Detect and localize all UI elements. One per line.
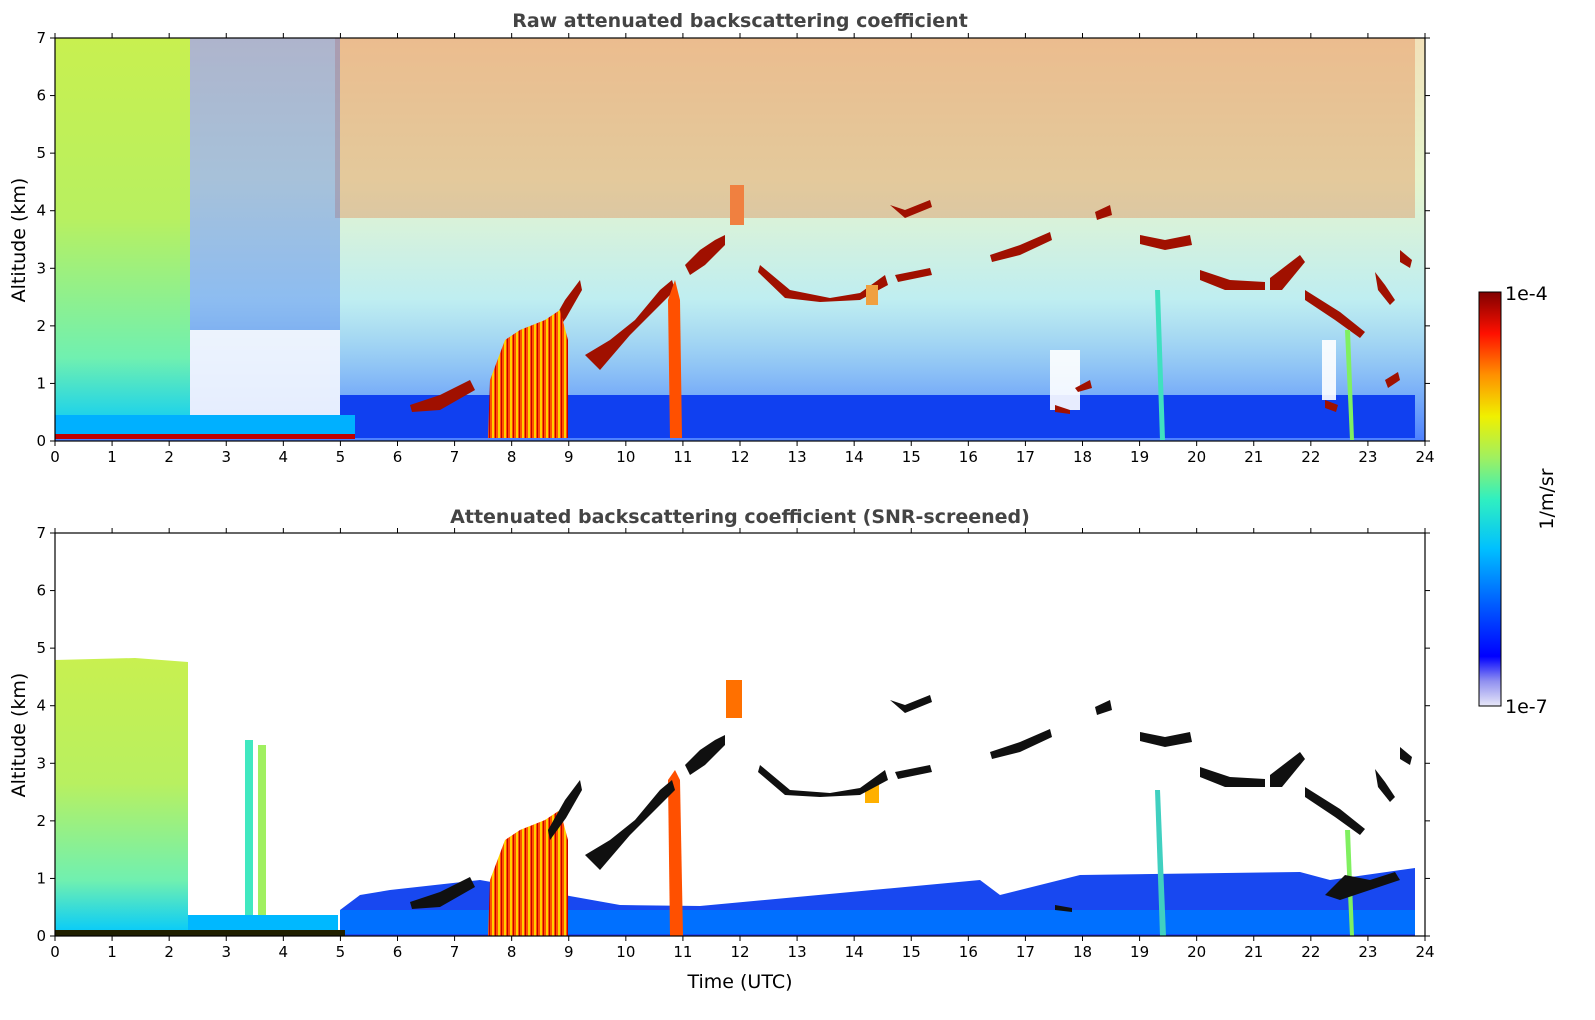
- top-x-tick-label: 20: [1187, 448, 1206, 466]
- top-x-tick-label: 4: [279, 448, 289, 466]
- top-x-tick-label: 2: [164, 448, 174, 466]
- bottom-x-axis-label: Time (UTC): [686, 971, 792, 993]
- top-cloud-layers: [410, 200, 1412, 414]
- top-y-tick-label: 0: [36, 432, 46, 450]
- bottom-x-tick-label: 0: [50, 943, 60, 961]
- bottom-x-tick-label: 22: [1301, 943, 1320, 961]
- bottom-x-tick-label: 9: [564, 943, 574, 961]
- top-x-tick-label: 0: [50, 448, 60, 466]
- bottom-x-tick-label: 21: [1244, 943, 1263, 961]
- top-x-tick-label: 11: [673, 448, 692, 466]
- colorbar-min-label: 1e-7: [1505, 696, 1548, 718]
- bottom-y-tick-label: 1: [36, 869, 46, 887]
- bottom-x-tick-label: 15: [902, 943, 921, 961]
- top-x-tick-label: 6: [393, 448, 403, 466]
- top-y-tick-label: 7: [36, 29, 46, 47]
- bottom-x-tick-label: 24: [1415, 943, 1434, 961]
- top-x-ticks: 0 1 2 3 4 5 6 7 8 9 10 11 12 13 14 15 16 17 18 19 20 21 22 23 24: [50, 33, 1435, 466]
- colorbar-max-label: 1e-4: [1505, 283, 1548, 305]
- top-x-tick-label: 16: [959, 448, 978, 466]
- top-x-tick-label: 7: [450, 448, 460, 466]
- top-x-tick-label: 17: [1016, 448, 1035, 466]
- bottom-x-tick-label: 7: [450, 943, 460, 961]
- top-x-tick-label: 8: [507, 448, 517, 466]
- bottom-y-tick-label: 6: [36, 582, 46, 600]
- top-y-tick-label: 3: [36, 259, 46, 277]
- bottom-heatmap: [55, 533, 1425, 936]
- top-x-tick-label: 5: [336, 448, 346, 466]
- bottom-x-tick-label: 20: [1187, 943, 1206, 961]
- top-x-tick-label: 18: [1073, 448, 1092, 466]
- bottom-x-ticks: 0 1 2 3 4 5 6 7 8 9 10 11 12 13 14 15 16 17 18 19 20 21 22 23 24: [50, 528, 1435, 961]
- bottom-x-tick-label: 10: [616, 943, 635, 961]
- colorbar-frame: [1478, 291, 1502, 707]
- top-x-tick-label: 21: [1244, 448, 1263, 466]
- bottom-x-tick-label: 5: [336, 943, 346, 961]
- bottom-x-tick-label: 8: [507, 943, 517, 961]
- bottom-x-tick-label: 3: [221, 943, 231, 961]
- top-x-tick-label: 24: [1415, 448, 1434, 466]
- bottom-y-tick-label: 4: [36, 697, 46, 715]
- top-x-tick-label: 22: [1301, 448, 1320, 466]
- bottom-x-tick-label: 2: [164, 943, 174, 961]
- top-x-tick-label: 10: [616, 448, 635, 466]
- bottom-panel: Attenuated backscattering coefficient (S…: [8, 506, 1435, 993]
- bottom-x-tick-label: 4: [279, 943, 289, 961]
- bottom-x-tick-label: 1: [107, 943, 117, 961]
- bottom-y-axis-label: Altitude (km): [8, 673, 30, 798]
- top-y-tick-label: 4: [36, 202, 46, 220]
- bottom-x-tick-label: 13: [788, 943, 807, 961]
- top-x-tick-label: 13: [788, 448, 807, 466]
- top-y-tick-label: 6: [36, 87, 46, 105]
- colorbar-gradient: [1479, 292, 1501, 706]
- colorbar: 1e-4 1e-7 1/m/sr: [1478, 283, 1558, 718]
- bottom-x-tick-label: 18: [1073, 943, 1092, 961]
- top-precipitation: [488, 185, 1354, 440]
- bottom-y-tick-label: 0: [36, 927, 46, 945]
- top-x-tick-label: 19: [1130, 448, 1149, 466]
- bottom-x-tick-label: 6: [393, 943, 403, 961]
- bottom-x-tick-label: 17: [1016, 943, 1035, 961]
- bottom-y-ticks: 0 1 2 3 4 5 6 7: [36, 524, 1430, 945]
- bottom-y-tick-label: 2: [36, 812, 46, 830]
- bottom-x-tick-label: 12: [730, 943, 749, 961]
- top-x-tick-label: 3: [221, 448, 231, 466]
- top-panel: Raw attenuated backscattering coefficien…: [8, 10, 1435, 466]
- top-x-tick-label: 14: [845, 448, 864, 466]
- bottom-y-tick-label: 3: [36, 754, 46, 772]
- bottom-cloud-layers: [410, 695, 1412, 912]
- bottom-x-tick-label: 23: [1358, 943, 1377, 961]
- bottom-x-tick-label: 14: [845, 943, 864, 961]
- bottom-x-tick-label: 19: [1130, 943, 1149, 961]
- bottom-x-tick-label: 16: [959, 943, 978, 961]
- bottom-y-tick-label: 5: [36, 639, 46, 657]
- top-y-tick-label: 1: [36, 374, 46, 392]
- top-heatmap: [55, 38, 1425, 441]
- colorbar-unit-label: 1/m/sr: [1536, 468, 1558, 529]
- bottom-x-tick-label: 11: [673, 943, 692, 961]
- top-y-ticks: 0 1 2 3 4 5 6 7: [36, 29, 1430, 450]
- top-x-tick-label: 12: [730, 448, 749, 466]
- top-x-tick-label: 15: [902, 448, 921, 466]
- top-x-tick-label: 1: [107, 448, 117, 466]
- top-panel-title: Raw attenuated backscattering coefficien…: [512, 10, 968, 32]
- top-x-tick-label: 23: [1358, 448, 1377, 466]
- top-y-tick-label: 5: [36, 144, 46, 162]
- top-x-tick-label: 9: [564, 448, 574, 466]
- bottom-panel-title: Attenuated backscattering coefficient (S…: [450, 506, 1030, 528]
- bottom-y-tick-label: 7: [36, 524, 46, 542]
- top-y-axis-label: Altitude (km): [8, 178, 30, 303]
- top-y-tick-label: 2: [36, 317, 46, 335]
